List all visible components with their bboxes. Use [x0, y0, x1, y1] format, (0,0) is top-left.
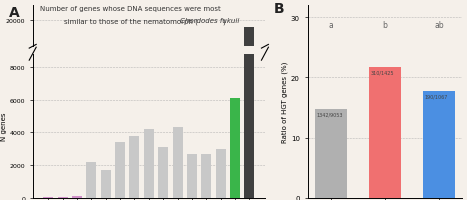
- Text: similar to those of the nematomorph (: similar to those of the nematomorph (: [64, 18, 198, 24]
- Bar: [129, 136, 140, 198]
- Bar: [172, 128, 183, 198]
- Y-axis label: N genes: N genes: [0, 112, 7, 140]
- Text: ab: ab: [434, 21, 444, 30]
- Text: B: B: [274, 2, 284, 16]
- Bar: [368, 68, 401, 198]
- Y-axis label: Ratio of HGT genes (%): Ratio of HGT genes (%): [282, 62, 288, 142]
- Bar: [315, 109, 347, 198]
- Text: Chordodes fukuii: Chordodes fukuii: [180, 18, 239, 24]
- Bar: [43, 197, 53, 198]
- Text: b: b: [382, 21, 387, 30]
- Bar: [86, 162, 96, 198]
- Bar: [57, 197, 68, 198]
- Text: 190/1067: 190/1067: [425, 94, 448, 99]
- Bar: [72, 196, 82, 198]
- Text: 310/1425: 310/1425: [370, 71, 394, 75]
- Bar: [101, 170, 111, 198]
- Text: A: A: [9, 6, 20, 20]
- Bar: [244, 0, 255, 198]
- Text: ): ): [223, 18, 226, 24]
- Bar: [244, 28, 255, 200]
- Bar: [115, 143, 125, 198]
- Text: a: a: [328, 21, 333, 30]
- Bar: [158, 147, 168, 198]
- Text: Number of genes whose DNA sequences were most: Number of genes whose DNA sequences were…: [40, 6, 221, 12]
- Text: 1342/9053: 1342/9053: [316, 112, 343, 117]
- Bar: [216, 149, 226, 198]
- Bar: [187, 154, 197, 198]
- Bar: [201, 154, 211, 198]
- Bar: [423, 91, 455, 198]
- Bar: [144, 129, 154, 198]
- Bar: [230, 98, 240, 198]
